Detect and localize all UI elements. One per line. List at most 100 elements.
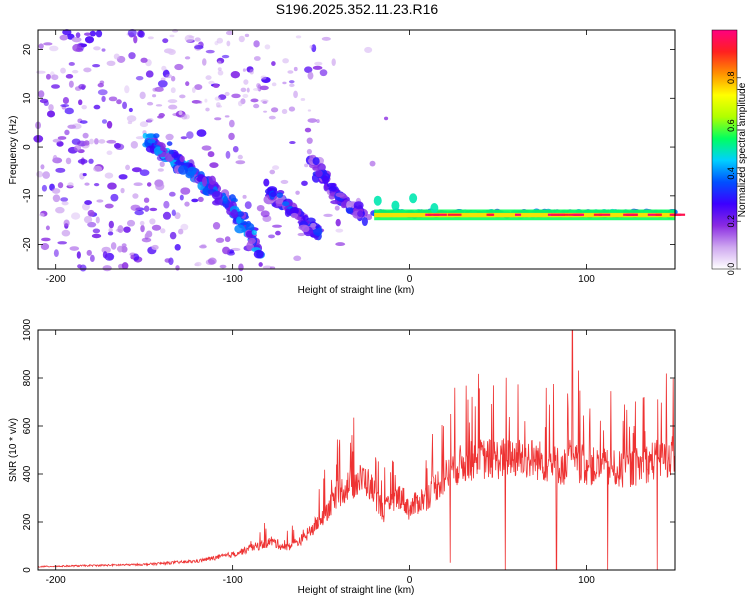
spectrogram-noise-blob xyxy=(51,74,59,81)
spectrogram-noise-blob xyxy=(194,37,201,42)
spectrogram-noise-blob xyxy=(222,246,231,255)
spectrogram-band-blob xyxy=(301,225,310,233)
spectrogram-noise-blob xyxy=(196,129,207,137)
spectrogram-noise-blob xyxy=(130,204,141,211)
spectrogram-y-tick-label: -10 xyxy=(22,188,33,203)
colorbar-gradient xyxy=(711,29,738,270)
spectrogram-noise-blob xyxy=(143,205,150,212)
spectrogram-noise-blob xyxy=(201,145,212,151)
spectrogram-noise-blob xyxy=(225,30,234,36)
spectrogram-noise-blob xyxy=(125,164,131,171)
spectrogram-band-blob xyxy=(357,210,364,217)
spectrogram-noise-blob xyxy=(307,109,312,112)
spectrogram-noise-blob xyxy=(71,36,82,43)
spectrogram-band-blob xyxy=(365,214,373,221)
spectrogram-noise-blob xyxy=(83,32,92,36)
spectrogram-noise-blob xyxy=(87,221,97,228)
spectrogram-noise-blob xyxy=(128,107,133,113)
spectrogram-noise-blob xyxy=(95,30,103,38)
spectrogram-noise-blob xyxy=(152,87,158,92)
spectrogram-noise-blob xyxy=(307,71,314,80)
spectrogram-noise-blob xyxy=(60,67,66,74)
spectrogram-noise-blob xyxy=(78,99,83,106)
spectrogram-noise-blob xyxy=(107,231,114,236)
spectrogram-noise-blob xyxy=(133,35,138,44)
spectrogram-noise-blob xyxy=(214,117,222,121)
spectrogram-noise-blob xyxy=(306,137,313,144)
spectrogram-band-blob xyxy=(230,209,238,219)
spectrogram-noise-blob xyxy=(219,264,227,269)
spectrogram-tone-peak xyxy=(550,213,565,216)
spectrogram-noise-blob xyxy=(314,61,323,66)
spectrogram-tone-bump xyxy=(391,200,400,211)
spectrogram-noise-blob xyxy=(43,42,53,46)
spectrogram-noise-blob xyxy=(106,60,116,66)
spectrogram-band-blob xyxy=(312,157,320,166)
spectrogram-noise-blob xyxy=(297,232,306,237)
spectrogram-band-blob xyxy=(177,165,189,175)
spectrogram-band-blob xyxy=(312,166,319,171)
spectrogram-noise-blob xyxy=(116,99,122,105)
spectrogram-noise-blob xyxy=(157,168,164,172)
snr-y-tick-label: 600 xyxy=(22,417,33,434)
spectrogram-noise-blob xyxy=(256,83,261,89)
spectrogram-tone-peak xyxy=(433,213,447,216)
spectrogram-noise-blob xyxy=(106,139,117,144)
spectrogram-noise-blob xyxy=(244,201,252,209)
spectrogram-noise-blob xyxy=(83,67,92,73)
spectrogram-noise-blob xyxy=(101,95,106,103)
spectrogram-noise-blob xyxy=(304,127,312,133)
snr-y-axis-label: SNR (10 * v/v) xyxy=(8,418,19,482)
spectrogram-noise-blob xyxy=(106,150,113,156)
spectrogram-frame xyxy=(37,29,676,270)
spectrogram-band-blob xyxy=(276,192,284,198)
spectrogram-noise-blob xyxy=(209,162,219,169)
spectrogram-tone-peak xyxy=(655,213,662,216)
spectrogram-noise-blob xyxy=(160,228,166,234)
spectrogram-noise-blob xyxy=(95,216,100,224)
spectrogram-band-blob xyxy=(346,207,354,215)
spectrogram-noise-blob xyxy=(242,68,246,72)
spectrogram-noise-blob xyxy=(101,119,108,124)
spectrogram-noise-blob xyxy=(165,74,172,79)
spectrogram-noise-blob xyxy=(235,160,246,165)
spectrogram-noise-blob xyxy=(134,210,144,216)
spectrogram-noise-blob xyxy=(61,229,71,237)
spectrogram-noise-blob xyxy=(98,139,106,144)
spectrogram-noise-blob xyxy=(238,35,245,43)
spectrogram-noise-blob xyxy=(76,251,81,259)
spectrogram-noise-blob xyxy=(215,237,225,243)
spectrogram-noise-blob xyxy=(73,144,82,152)
spectrogram-band-blob xyxy=(290,212,299,219)
spectrogram-noise-blob xyxy=(282,58,289,64)
spectrogram-noise-blob xyxy=(281,108,288,115)
spectrogram-tone-band xyxy=(374,212,675,218)
spectrogram-band-blob xyxy=(251,229,257,236)
spectrogram-noise-blob xyxy=(194,84,203,91)
spectrogram-noise-blob xyxy=(169,34,175,38)
spectrogram-noise-blob xyxy=(226,40,231,47)
spectrogram-noise-blob xyxy=(55,206,65,214)
snr-x-axis-label: Height of straight line (km) xyxy=(298,585,415,596)
spectrogram-noise-blob xyxy=(230,71,241,79)
spectrogram-noise-blob xyxy=(208,80,215,85)
spectrogram-noise-blob xyxy=(62,96,70,105)
spectrogram-band-blob xyxy=(234,224,246,234)
spectrogram-noise-blob xyxy=(40,164,45,170)
spectrogram-noise-blob xyxy=(271,61,276,66)
spectrogram-noise-blob xyxy=(288,106,296,112)
snr-y-tick-label: 0 xyxy=(22,567,33,573)
spectrogram-noise-blob xyxy=(108,227,113,233)
spectrogram-band-blob xyxy=(179,155,185,163)
spectrogram-noise-blob xyxy=(162,38,169,44)
spectrogram-band-blob xyxy=(166,141,173,146)
spectrogram-y-tick-label: 20 xyxy=(22,44,33,56)
spectrogram-noise-blob xyxy=(155,104,163,107)
spectrogram-noise-blob xyxy=(45,225,50,231)
spectrogram-noise-blob xyxy=(77,158,88,164)
spectrogram-noise-blob xyxy=(140,224,145,233)
spectrogram-noise-blob xyxy=(126,219,136,227)
spectrogram-noise-blob xyxy=(57,241,68,245)
